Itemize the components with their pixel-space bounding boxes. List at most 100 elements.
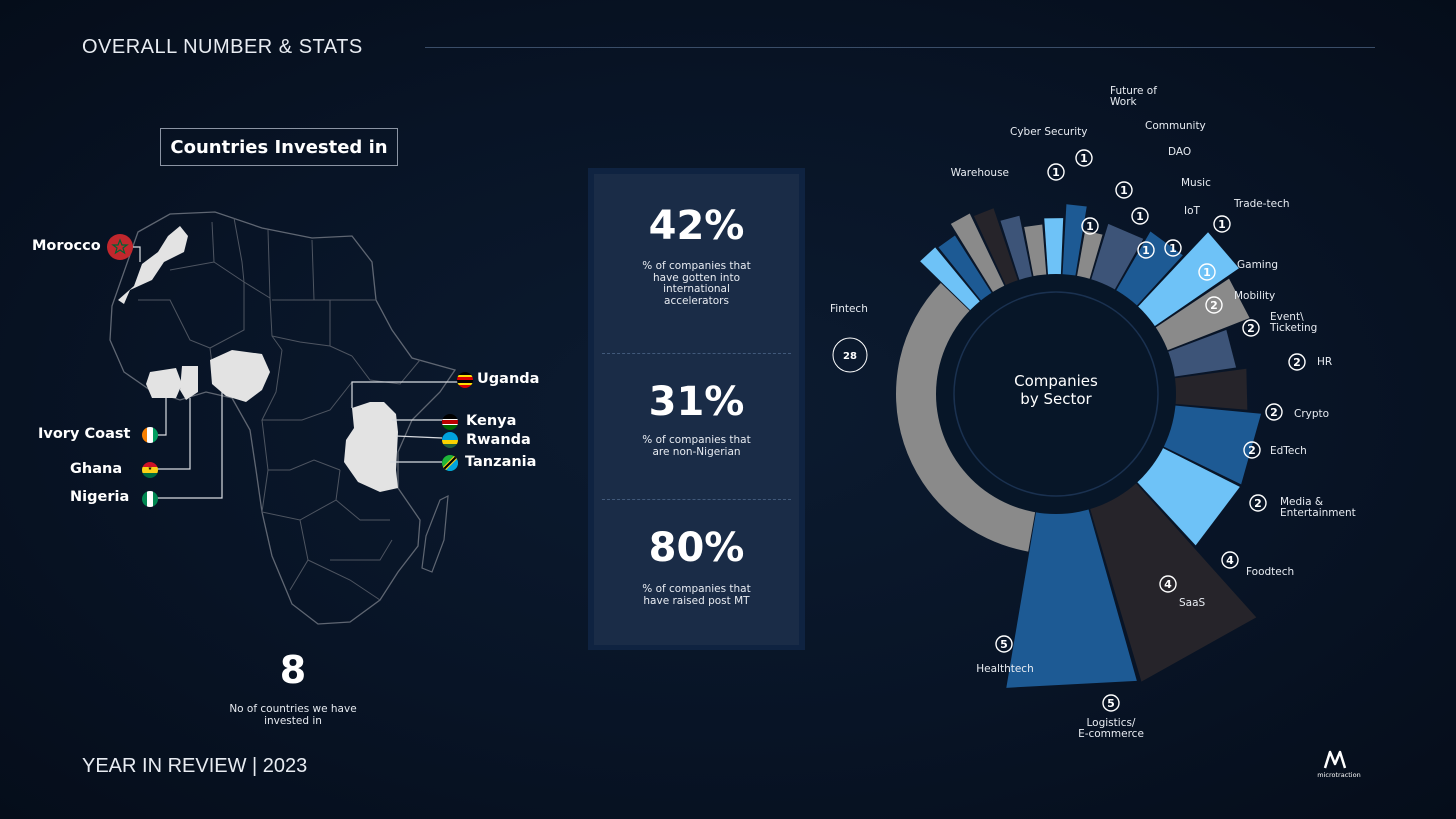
sector-bar-hr	[1136, 232, 1239, 328]
sector-count-label: 2	[1254, 497, 1262, 510]
sector-count-badge	[1075, 149, 1093, 167]
chart-center-label: Companies	[1014, 372, 1098, 390]
sector-category-label: Ticketing	[1269, 322, 1317, 334]
sector-count-label: 2	[1293, 356, 1301, 369]
stat-caption-non-nigerian: % of companies that are non-Nigerian	[642, 434, 751, 458]
sector-bar-music	[1024, 224, 1047, 279]
sector-bar-edtech	[1166, 329, 1237, 377]
sector-count-badge	[1198, 263, 1216, 281]
sector-category-label: Work	[1110, 96, 1138, 108]
sector-bar-iot	[1044, 218, 1064, 277]
microtraction-logo: microtraction	[1317, 750, 1361, 779]
sector-count-label: 5	[1000, 638, 1008, 651]
stat-value-accelerators: 42%	[648, 203, 745, 249]
nigeria-flag-icon	[142, 491, 158, 507]
sector-count-label: 2	[1210, 299, 1218, 312]
sector-category-label: HR	[1317, 356, 1332, 368]
sector-count-badge	[1137, 241, 1155, 259]
country-label-ghana: Ghana	[70, 461, 123, 477]
sector-bar-foodtech	[1162, 405, 1262, 485]
sector-bar-saas	[1136, 447, 1240, 546]
sector-bar-logistics-e-commerce	[1089, 481, 1257, 682]
slide-title: OVERALL NUMBER & STATS	[82, 36, 363, 58]
country-borders	[138, 217, 421, 601]
sector-bar-cyber-security	[938, 235, 993, 302]
ghana-flag-icon: ★	[142, 462, 158, 478]
country-label-kenya: Kenya	[466, 413, 517, 429]
sector-count-badge	[1213, 215, 1231, 233]
sector-count-badge	[995, 635, 1013, 653]
madagascar-outline	[421, 494, 449, 573]
morocco-shape	[118, 226, 188, 304]
nigeria-shape	[210, 350, 270, 402]
stat-value-non-nigerian: 31%	[648, 379, 745, 425]
sector-category-label: Future of	[1110, 85, 1157, 97]
sector-bar-trade-tech	[1062, 204, 1087, 278]
sector-count-badge	[1047, 163, 1065, 181]
sector-category-label: Gaming	[1237, 259, 1278, 271]
sector-bar-warehouse	[920, 247, 981, 312]
sector-count-label: 4	[1164, 578, 1172, 591]
sector-bar-gaming	[1076, 230, 1103, 281]
sector-category-label: DAO	[1168, 146, 1191, 158]
country-label-ivory-coast: Ivory Coast	[38, 426, 131, 442]
ivory-coast-shape	[146, 368, 182, 398]
stat-caption-accelerators: % of companies that have gotten into int…	[642, 260, 751, 307]
sector-count-label: 2	[1248, 444, 1256, 457]
sector-count-label: 1	[1052, 166, 1060, 179]
sector-chart: Companies by Sector 28 Fintech 1 Warehouse 1…	[830, 85, 1356, 740]
kenya-flag-icon	[442, 414, 458, 430]
sector-count-badge	[1164, 239, 1182, 257]
sector-count-label: 4	[1226, 554, 1234, 567]
sector-count-badge	[1265, 403, 1283, 421]
sector-category-label: Healthtech	[976, 663, 1033, 675]
sector-count-badge	[1249, 494, 1267, 512]
chart-center-ring	[953, 291, 1159, 497]
sector-count-label: 1	[1086, 220, 1094, 233]
sector-category-label: Media &	[1280, 496, 1323, 508]
chart-center-label: by Sector	[1020, 390, 1092, 408]
sector-category-label: Warehouse	[951, 167, 1009, 179]
sector-category-label: Entertainment	[1280, 507, 1356, 519]
sector-category-label: Music	[1181, 177, 1211, 189]
sector-category-label: Community	[1145, 120, 1206, 132]
stat-divider	[602, 353, 791, 354]
sector-count-badge	[1159, 575, 1177, 593]
sector-count-label: 1	[1080, 152, 1088, 165]
sector-count-badge	[1242, 319, 1260, 337]
sector-category-label: Trade-tech	[1233, 198, 1290, 210]
sector-category-label: SaaS	[1179, 597, 1206, 609]
footer-text: YEAR IN REVIEW | 2023	[82, 755, 308, 777]
sector-category-label: IoT	[1184, 205, 1201, 217]
sector-count-label: 2	[1270, 406, 1278, 419]
sector-category-label: Foodtech	[1246, 566, 1294, 578]
sector-category-label: Cyber Security	[1010, 126, 1087, 138]
stat-divider	[602, 499, 791, 500]
morocco-flag-icon	[107, 234, 133, 260]
sector-category-label: E-commerce	[1078, 728, 1144, 740]
title-divider	[425, 47, 1375, 48]
countries-heading-box: Countries Invested in	[160, 128, 398, 166]
sector-count-label: 5	[1107, 697, 1115, 710]
sector-category-label: EdTech	[1270, 445, 1307, 457]
africa-map	[109, 211, 458, 625]
stat-value-raised: 80%	[648, 525, 745, 571]
sector-count-badge	[1131, 207, 1149, 225]
sector-count-badge	[1288, 353, 1306, 371]
country-label-nigeria: Nigeria	[70, 489, 130, 505]
sector-category-label: Logistics/	[1087, 717, 1136, 729]
sector-bar-mobility	[1090, 223, 1144, 292]
chart-center-disc	[936, 274, 1176, 514]
rwanda-flag-icon	[442, 432, 458, 448]
sector-category-label: Crypto	[1294, 408, 1329, 420]
sector-count-label: 1	[1142, 244, 1150, 257]
sector-count-badge	[1115, 181, 1133, 199]
country-label-rwanda: Rwanda	[466, 432, 531, 448]
sector-count-label: 1	[1136, 210, 1144, 223]
sector-count-badge	[832, 337, 868, 373]
sector-count-badge	[1205, 296, 1223, 314]
east-africa-shape	[344, 402, 398, 492]
sector-bar-dao	[1000, 215, 1033, 282]
sector-count-label: 1	[1203, 266, 1211, 279]
highlighted-countries	[118, 226, 398, 492]
